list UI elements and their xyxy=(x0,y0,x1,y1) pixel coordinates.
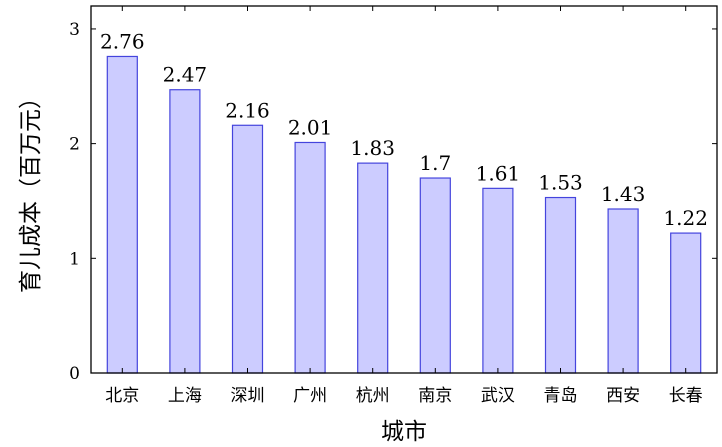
bar-7 xyxy=(544,196,577,374)
y-tick-label-2: 2 xyxy=(69,135,80,155)
value-label-9: 1.22 xyxy=(663,206,708,230)
value-label-2: 2.16 xyxy=(225,98,270,122)
x-axis-label: 城市 xyxy=(381,419,427,445)
x-tick-label-7: 青岛 xyxy=(544,386,578,406)
y-tick-label-0: 0 xyxy=(69,364,80,384)
bar-1 xyxy=(169,89,201,374)
value-label-0: 2.76 xyxy=(100,29,145,53)
y-tick-label-3: 3 xyxy=(69,20,80,40)
x-tick-label-8: 西安 xyxy=(606,386,640,406)
bar-9 xyxy=(670,232,702,374)
value-labels-layer: 2.76 2.47 2.16 2.01 1.83 1.7 1.61 1.53 1.43 1.22 xyxy=(100,29,708,230)
x-tick-label-3: 广州 xyxy=(293,386,327,406)
bar-3 xyxy=(294,141,326,374)
bar-6 xyxy=(482,187,514,374)
value-label-6: 1.61 xyxy=(476,161,521,185)
y-axis-ticks: 0 1 2 3 xyxy=(69,20,717,384)
value-label-8: 1.43 xyxy=(601,182,646,206)
value-label-4: 1.83 xyxy=(350,136,395,160)
x-tick-label-0: 北京 xyxy=(105,386,139,406)
bar-2 xyxy=(231,124,264,374)
bar-0 xyxy=(106,55,138,374)
value-label-7: 1.53 xyxy=(538,171,583,195)
y-axis-label: 育儿成本（百万元） xyxy=(18,86,44,293)
x-tick-label-2: 深圳 xyxy=(231,386,265,406)
value-label-5: 1.7 xyxy=(419,151,451,175)
x-tick-label-9: 长春 xyxy=(669,386,703,406)
bar-8 xyxy=(607,208,639,374)
x-tick-label-6: 武汉 xyxy=(481,386,515,406)
bar-5 xyxy=(419,177,451,374)
bars-layer xyxy=(106,55,702,374)
x-tick-label-5: 南京 xyxy=(418,386,452,406)
x-axis-ticks: 北京 上海 深圳 广州 杭州 南京 武汉 青岛 西安 长春 xyxy=(105,6,703,406)
value-label-3: 2.01 xyxy=(288,115,333,139)
value-label-1: 2.47 xyxy=(163,63,208,87)
x-tick-label-4: 杭州 xyxy=(356,386,390,406)
x-tick-label-1: 上海 xyxy=(168,386,202,406)
y-tick-label-1: 1 xyxy=(69,249,80,269)
plot-area-frame xyxy=(90,5,718,374)
bar-4 xyxy=(357,162,389,374)
